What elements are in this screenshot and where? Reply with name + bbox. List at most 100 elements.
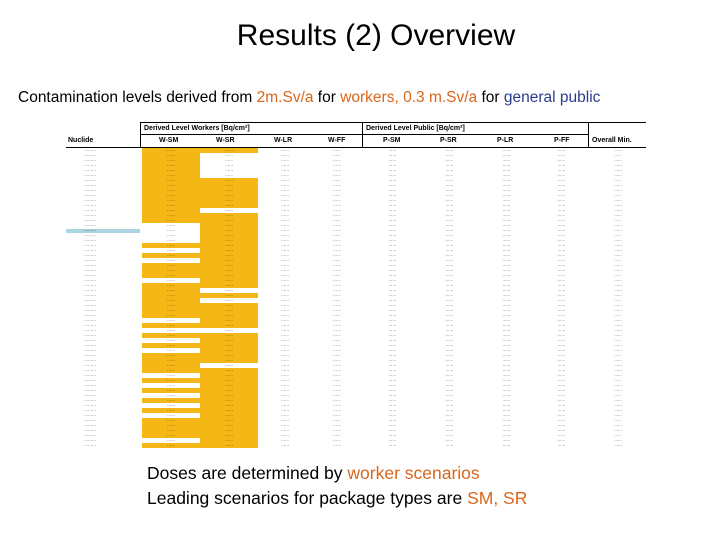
value-cell: ······ xyxy=(142,168,200,173)
value-cell: ······ xyxy=(200,258,258,263)
value-cell: ······ xyxy=(388,398,397,403)
value-cell: ······ xyxy=(502,438,511,443)
table-row: ········· ······ ······ ······ ······ ······ ·… xyxy=(66,253,646,258)
value-cell: ······ xyxy=(167,373,175,378)
value-cell: ······ xyxy=(281,168,289,173)
nuclide-cell: ········· xyxy=(84,178,96,183)
table-row: ········· ······ ······ ······ ······ ······ ·… xyxy=(66,283,646,288)
value-cell: ······ xyxy=(614,148,622,153)
value-cell: ······ xyxy=(557,253,566,258)
value-cell: ······ xyxy=(333,208,341,213)
table-row: ········· ······ ······ ······ ······ ······ ·… xyxy=(66,233,646,238)
value-cell: ······ xyxy=(142,188,200,193)
value-cell: ······ xyxy=(557,178,566,183)
value-cell: ······ xyxy=(142,263,200,268)
value-cell: ······ xyxy=(502,288,511,293)
value-cell: ······ xyxy=(502,253,511,258)
subtitle-workers: workers, xyxy=(340,89,399,106)
value-cell: ······ xyxy=(388,228,397,233)
value-cell: ······ xyxy=(388,333,397,338)
value-cell: ······ xyxy=(557,153,566,158)
value-cell: ······ xyxy=(614,268,622,273)
value-cell: ······ xyxy=(281,343,289,348)
value-cell: ······ xyxy=(142,333,200,338)
value-cell: ······ xyxy=(388,243,397,248)
value-cell: ······ xyxy=(333,178,341,183)
value-cell: ······ xyxy=(281,203,289,208)
value-cell: ······ xyxy=(445,363,454,368)
value-cell: ······ xyxy=(445,153,454,158)
value-cell: ······ xyxy=(614,428,622,433)
value-cell: ······ xyxy=(502,348,511,353)
value-cell: ······ xyxy=(614,413,622,418)
value-cell: ······ xyxy=(142,323,200,328)
value-cell: ······ xyxy=(557,383,566,388)
value-cell: ······ xyxy=(225,153,233,158)
value-cell: ······ xyxy=(388,413,397,418)
value-cell: ······ xyxy=(502,353,511,358)
value-cell: ······ xyxy=(200,333,258,338)
value-cell: ······ xyxy=(281,323,289,328)
value-cell: ······ xyxy=(200,228,258,233)
value-cell: ······ xyxy=(557,423,566,428)
value-cell: ······ xyxy=(445,423,454,428)
value-cell: ······ xyxy=(445,418,454,423)
table-row: ········· ······ ······ ······ ······ ······ ·… xyxy=(66,198,646,203)
value-cell: ······ xyxy=(502,323,511,328)
value-cell: ······ xyxy=(614,178,622,183)
value-cell: ······ xyxy=(557,163,566,168)
value-cell: ······ xyxy=(281,338,289,343)
value-cell: ······ xyxy=(445,388,454,393)
value-cell: ······ xyxy=(281,258,289,263)
value-cell: ······ xyxy=(502,258,511,263)
value-cell: ······ xyxy=(333,368,341,373)
value-cell: ······ xyxy=(281,233,289,238)
nuclide-cell: ········· xyxy=(84,278,96,283)
value-cell: ······ xyxy=(614,168,622,173)
value-cell: ······ xyxy=(167,403,175,408)
value-cell: ······ xyxy=(388,268,397,273)
value-cell: ······ xyxy=(200,223,258,228)
table-header: Derived Level Workers [Bq/cm²] Derived L… xyxy=(66,121,646,148)
nuclide-cell: ········· xyxy=(84,163,96,168)
value-cell: ······ xyxy=(388,428,397,433)
col-header-p-lr: P-LR xyxy=(497,137,514,144)
value-cell: ······ xyxy=(614,423,622,428)
value-cell: ······ xyxy=(281,383,289,388)
value-cell: ······ xyxy=(281,413,289,418)
table-row: ········· ······ ······ ······ ······ ······ ·… xyxy=(66,328,646,333)
value-cell: ······ xyxy=(445,173,454,178)
nuclide-cell: ········· xyxy=(84,403,96,408)
value-cell: ······ xyxy=(388,233,397,238)
value-cell: ······ xyxy=(281,313,289,318)
value-cell: ······ xyxy=(614,193,622,198)
value-cell: ······ xyxy=(557,208,566,213)
value-cell: ······ xyxy=(333,243,341,248)
value-cell: ······ xyxy=(614,403,622,408)
value-cell: ······ xyxy=(557,278,566,283)
value-cell: ······ xyxy=(388,158,397,163)
value-cell: ······ xyxy=(281,398,289,403)
value-cell: ······ xyxy=(502,433,511,438)
value-cell: ······ xyxy=(225,328,233,333)
value-cell: ······ xyxy=(557,188,566,193)
note-line-2: Leading scenarios for package types are … xyxy=(147,486,527,511)
value-cell: ······ xyxy=(614,158,622,163)
table-row: ········· ······ ······ ······ ······ ······ ·… xyxy=(66,278,646,283)
table-row: ········· ······ ······ ······ ······ ······ ·… xyxy=(66,183,646,188)
value-cell: ······ xyxy=(557,408,566,413)
value-cell: ······ xyxy=(142,243,200,248)
value-cell: ······ xyxy=(557,343,566,348)
nuclide-cell: ········· xyxy=(84,398,96,403)
value-cell: ······ xyxy=(142,148,200,153)
value-cell: ······ xyxy=(502,188,511,193)
nuclide-cell: ········· xyxy=(84,438,96,443)
table-row: ········· ······ ······ ······ ······ ······ ·… xyxy=(66,308,646,313)
table-row: ········· ······ ······ ······ ······ ······ ·… xyxy=(66,433,646,438)
table-row: ········· ······ ······ ······ ······ ······ ·… xyxy=(66,368,646,373)
value-cell: ······ xyxy=(614,273,622,278)
value-cell: ······ xyxy=(388,383,397,388)
value-cell: ······ xyxy=(502,203,511,208)
value-cell: ······ xyxy=(281,348,289,353)
value-cell: ······ xyxy=(333,378,341,383)
